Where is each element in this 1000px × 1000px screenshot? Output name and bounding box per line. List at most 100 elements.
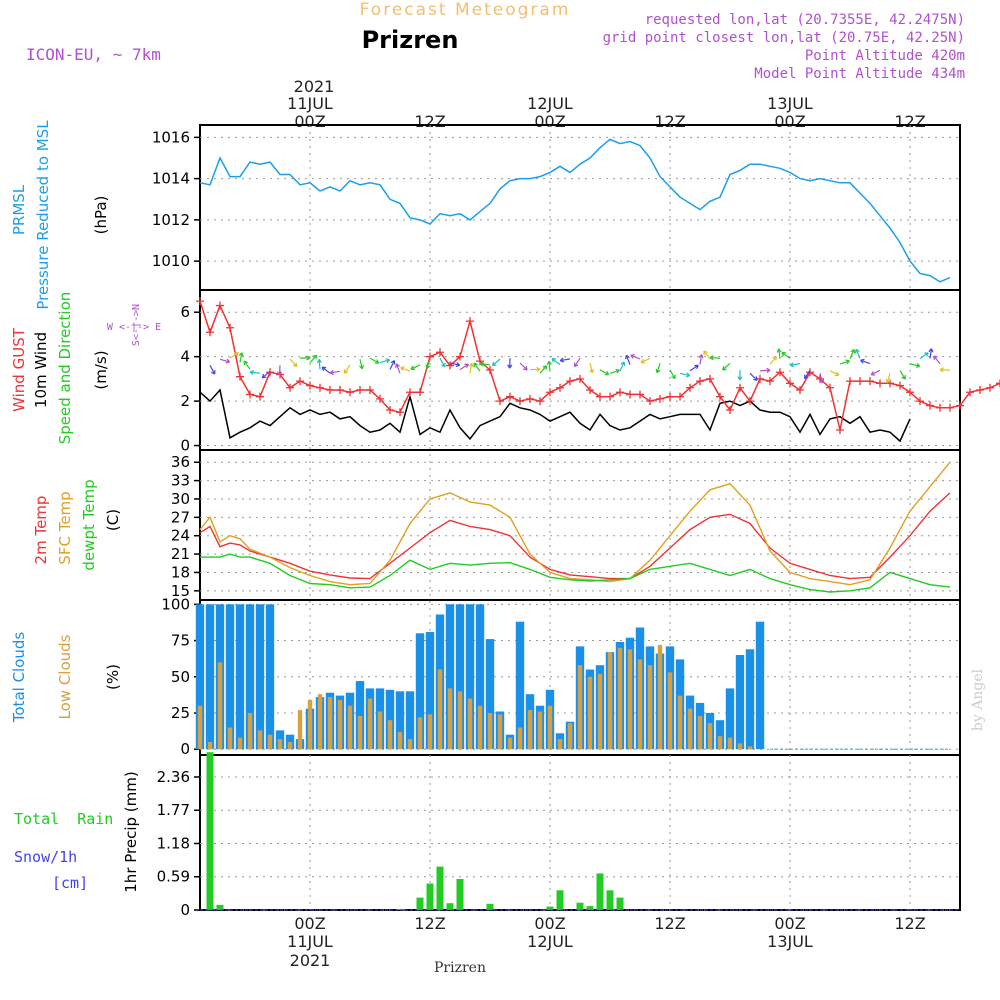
top-year: 2021: [294, 77, 335, 96]
gust-point: [896, 381, 904, 390]
gust-point: [496, 397, 504, 406]
precip-panel: [200, 752, 960, 911]
total-clouds-bar: [355, 681, 365, 750]
gust-point: [226, 323, 234, 332]
y-tick-label: 1016: [152, 128, 190, 146]
low-clouds-bar: [637, 659, 643, 750]
gust-point: [306, 381, 314, 390]
low-clouds-bar: [547, 705, 553, 750]
gust-point: [216, 301, 224, 310]
wind-direction-arrow: [229, 352, 240, 359]
total-clouds-bar: [265, 604, 275, 750]
y-tick-label: 4: [180, 348, 190, 366]
gust-point: [956, 401, 964, 410]
gust-point: [626, 390, 634, 399]
rain-bar: [416, 897, 424, 910]
total-clouds-bar: [235, 604, 245, 750]
y-tick-label: 21: [171, 545, 190, 563]
gust-point: [726, 406, 734, 414]
low-clouds-bar: [567, 723, 573, 750]
low-clouds-bar: [707, 723, 713, 750]
wind-direction-arrow: [630, 354, 641, 360]
low-clouds-bar: [357, 715, 363, 750]
low-clouds-bar: [537, 711, 543, 750]
rain-bar: [426, 883, 434, 910]
y-tick-label: 2.36: [157, 768, 190, 786]
product-title: Forecast Meteogram: [360, 0, 571, 20]
gust-point: [476, 357, 484, 366]
gust-point: [296, 377, 304, 386]
dewpt-line: [200, 553, 951, 593]
temp-2m-line: [199, 492, 951, 580]
gust-point: [966, 388, 974, 397]
low-clouds-bar: [377, 711, 383, 750]
low-clouds-bar: [197, 705, 203, 750]
gust-point: [396, 408, 404, 417]
total-clouds-bar: [725, 688, 735, 750]
clouds-panel: [195, 604, 950, 750]
total-clouds-bar: [205, 604, 215, 750]
wind-direction-arrow: [619, 361, 626, 372]
credit-watermark: by Angel: [970, 668, 986, 731]
gust-point: [936, 403, 944, 412]
wind-speed-line: [199, 388, 911, 443]
top-date-label: 11JUL: [287, 94, 333, 113]
gust-point: [996, 379, 1000, 388]
compass-ns-axis: S<-|->N: [131, 304, 142, 346]
gust-point: [716, 392, 724, 401]
y-tick-label: 1.77: [157, 801, 190, 819]
pressure-panel: [199, 138, 951, 283]
top-hour-label: 12Z: [654, 112, 685, 131]
gust-point: [406, 388, 414, 397]
gust-point: [346, 388, 354, 397]
gust-point: [946, 403, 954, 412]
wind-direction-arrow: [655, 363, 661, 374]
gust-point: [596, 392, 604, 401]
low-clouds-bar: [267, 734, 273, 750]
point-altitude: Point Altitude 420m: [805, 48, 965, 64]
rain-bar: [396, 908, 404, 910]
gust-point: [866, 377, 874, 386]
wind-direction-arrow: [479, 361, 491, 367]
low-clouds-bar: [337, 700, 343, 750]
low-clouds-bar: [657, 644, 663, 750]
rain-bar: [436, 866, 444, 910]
gust-point: [456, 352, 464, 361]
low-clouds-bar: [677, 695, 683, 750]
gust-point: [546, 388, 554, 397]
wind-direction-arrow: [359, 359, 365, 370]
low-clouds-bar: [237, 737, 243, 750]
total-clouds-bar: [415, 633, 425, 750]
y-tick-label: 18: [171, 563, 190, 581]
gust-point: [766, 377, 774, 386]
gust-point: [806, 368, 814, 377]
gust-point: [536, 397, 544, 406]
rain-bar: [546, 906, 554, 910]
wind-panel: [196, 297, 1000, 443]
clouds-unit-label: (%): [104, 664, 122, 690]
gust-point: [196, 297, 204, 306]
low-clouds-bar: [247, 713, 253, 750]
low-clouds-bar: [407, 739, 413, 750]
low-clouds-bar: [747, 746, 753, 750]
gust-point: [646, 397, 654, 406]
y-axes: 1010101210141016024615182124273033360255…: [152, 128, 200, 919]
wind-unit-label: (m/s): [92, 350, 110, 389]
precip-unit-label: 1hr Precip (mm): [122, 771, 140, 892]
total-clouds-bar: [755, 621, 765, 750]
wind-direction-arrow: [277, 365, 283, 376]
top-hour-label: 00Z: [294, 112, 325, 131]
bottom-hour-label: 00Z: [534, 914, 565, 933]
wind-direction-arrow: [776, 348, 782, 359]
gust-point: [466, 317, 474, 326]
y-tick-label: 24: [171, 527, 190, 545]
wind-direction-arrow: [343, 364, 351, 374]
total-clouds-bar: [425, 631, 435, 750]
wind-direction-label: Speed and Direction: [56, 292, 74, 445]
low-clouds-bar: [487, 713, 493, 750]
low-clouds-bar: [667, 672, 673, 750]
wind-direction-arrow: [468, 363, 474, 374]
gust-label: Wind GUST: [10, 327, 28, 412]
wind-direction-arrow: [919, 352, 929, 360]
